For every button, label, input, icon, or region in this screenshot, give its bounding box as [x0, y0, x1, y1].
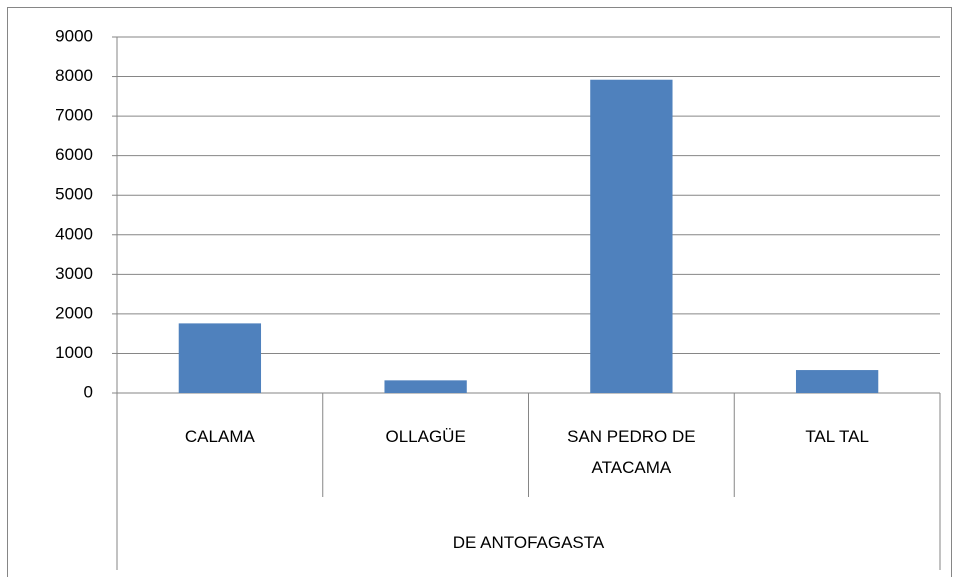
y-tick-label: 0: [84, 382, 93, 401]
label-box: CALAMA: [184, 427, 255, 446]
bar: [178, 323, 262, 393]
x-tick-label: DE ANTOFAGASTA: [452, 533, 605, 552]
y-tick-label: 2000: [55, 303, 93, 322]
x-tick-label: CALAMA: [184, 427, 255, 446]
y-tick-label: 8000: [55, 66, 93, 85]
y-tick-label: 1000: [55, 343, 93, 362]
y-tick-label: 9000: [55, 26, 93, 45]
y-tick-label: 4000: [55, 224, 93, 243]
label-box: TAL TAL: [805, 427, 869, 446]
x-tick-label: TAL TAL: [805, 427, 869, 446]
y-tick-label: 5000: [55, 185, 93, 204]
bar: [384, 380, 467, 393]
y-tick-label: 3000: [55, 264, 93, 283]
x-tick-label: OLLAGÜE: [385, 427, 466, 446]
x-tick-label: SAN PEDRO DE ATACAMA: [567, 427, 696, 477]
chart-frame: [7, 7, 952, 577]
y-tick-label: 6000: [55, 145, 93, 164]
label-box: OLLAGÜE: [385, 427, 466, 446]
label-box: DE ANTOFAGASTA: [452, 533, 605, 552]
label-box: SAN PEDRO DE ATACAMA: [567, 427, 696, 477]
y-tick-label: 7000: [55, 106, 93, 125]
bar: [590, 79, 673, 393]
bar: [795, 370, 879, 393]
